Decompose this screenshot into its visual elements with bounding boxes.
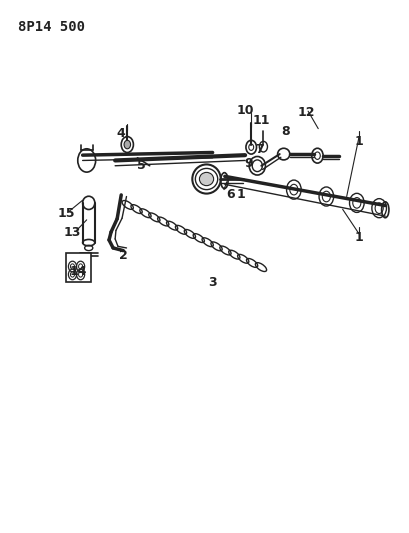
- Text: 5: 5: [137, 159, 146, 172]
- FancyBboxPatch shape: [66, 253, 91, 282]
- Text: 12: 12: [297, 106, 315, 119]
- Text: 6: 6: [227, 189, 235, 201]
- Text: 8P14 500: 8P14 500: [18, 20, 85, 34]
- Text: 1: 1: [237, 189, 245, 201]
- Circle shape: [124, 140, 130, 149]
- Text: 15: 15: [58, 207, 75, 220]
- Text: 4: 4: [117, 127, 126, 140]
- Text: 11: 11: [253, 114, 270, 127]
- Text: 1: 1: [355, 231, 363, 244]
- Text: 9: 9: [245, 157, 254, 169]
- Text: 8: 8: [281, 125, 290, 138]
- Text: 10: 10: [236, 103, 254, 117]
- Text: 3: 3: [208, 276, 217, 289]
- Text: 13: 13: [64, 225, 81, 239]
- Text: 1: 1: [355, 135, 363, 148]
- Text: 14: 14: [70, 265, 87, 278]
- Text: 2: 2: [119, 249, 128, 262]
- Ellipse shape: [200, 172, 213, 185]
- Text: 7: 7: [255, 143, 264, 156]
